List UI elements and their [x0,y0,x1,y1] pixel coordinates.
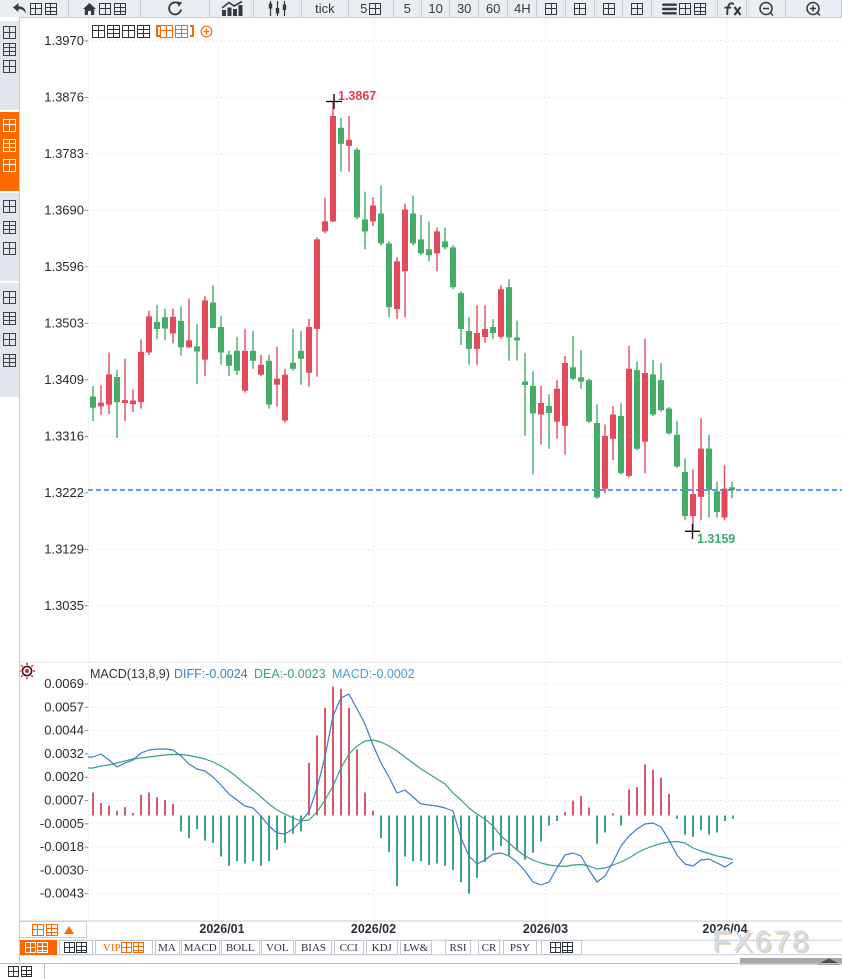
svg-text:0.0007: 0.0007 [44,793,84,808]
svg-text:1.3503: 1.3503 [44,315,84,330]
svg-text:0.0044: 0.0044 [44,723,84,738]
svg-text:2026/01: 2026/01 [199,922,244,936]
svg-text:1.3316: 1.3316 [44,428,84,443]
svg-text:2026/02: 2026/02 [351,922,396,936]
svg-text:MACD(13,8,9): MACD(13,8,9) [90,667,170,681]
svg-text:0.0057: 0.0057 [44,699,84,714]
svg-text:1.3596: 1.3596 [44,259,84,274]
svg-text:0.0069: 0.0069 [44,676,84,691]
svg-text:1.3035: 1.3035 [44,598,84,613]
svg-text:-0.0030: -0.0030 [40,862,84,877]
svg-text:-0.0018: -0.0018 [40,839,84,854]
svg-text:-0.0005: -0.0005 [40,816,84,831]
svg-text:MACD:-0.0002: MACD:-0.0002 [332,667,415,681]
svg-text:DEA:-0.0023: DEA:-0.0023 [254,667,326,681]
svg-text:0.0032: 0.0032 [44,746,84,761]
svg-text:1.3867: 1.3867 [338,89,376,103]
svg-text:1.3222: 1.3222 [44,485,84,500]
svg-text:1.3129: 1.3129 [44,541,84,556]
svg-text:1.3970: 1.3970 [44,33,84,48]
svg-text:1.3876: 1.3876 [44,89,84,104]
svg-text:1.3409: 1.3409 [44,372,84,387]
svg-text:1.3783: 1.3783 [44,146,84,161]
svg-text:-0.0043: -0.0043 [40,886,84,901]
svg-text:1.3690: 1.3690 [44,202,84,217]
svg-text:DIFF:-0.0024: DIFF:-0.0024 [174,667,248,681]
svg-text:0.0020: 0.0020 [44,769,84,784]
svg-text:2026/04: 2026/04 [702,922,747,936]
svg-text:1.3159: 1.3159 [697,532,735,546]
svg-text:2026/03: 2026/03 [523,922,568,936]
svg-text:FX678: FX678 [712,925,810,958]
